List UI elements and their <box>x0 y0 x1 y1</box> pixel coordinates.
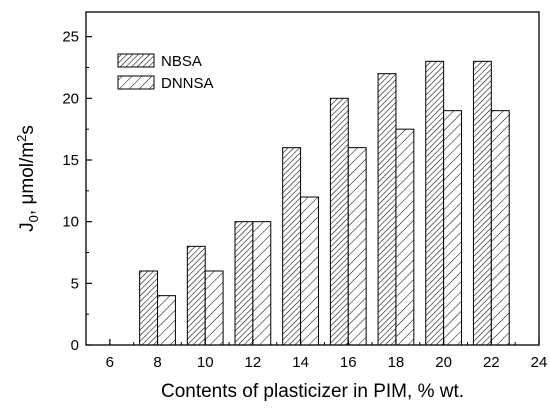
x-tick-label-16: 16 <box>340 354 357 371</box>
bar-nbsa-10 <box>186 245 206 346</box>
legend-swatch-dnnsa <box>117 75 155 90</box>
bar-dnnsa-18 <box>395 128 415 346</box>
bar-nbsa-18 <box>377 73 397 346</box>
x-tick-label-18: 18 <box>388 354 405 371</box>
x-tick-label-22: 22 <box>483 354 500 371</box>
x-tick-label-24: 24 <box>531 354 548 371</box>
x-tick-label-8: 8 <box>153 354 161 371</box>
bar-nbsa-8 <box>139 270 159 346</box>
bar-dnnsa-10 <box>204 270 224 346</box>
y-axis-title-end: s <box>17 125 38 135</box>
bar-nbsa-20 <box>425 60 445 346</box>
plot-frame <box>85 11 540 346</box>
legend-label-dnnsa: DNNSA <box>161 75 214 92</box>
y-tick-label-20: 20 <box>62 90 79 107</box>
bars-group <box>139 60 510 346</box>
bar-nbsa-16 <box>329 97 349 346</box>
x-tick-label-6: 6 <box>106 354 114 371</box>
legend-swatch-nbsa <box>117 53 155 68</box>
y-tick-label-25: 25 <box>62 29 79 46</box>
legend: NBSA DNNSA <box>117 53 214 92</box>
ticks-group: 6 8 10 12 14 16 18 20 22 24 0 5 10 15 20 25 <box>62 29 547 371</box>
bar-dnnsa-22 <box>490 110 510 346</box>
bar-dnnsa-12 <box>252 221 272 346</box>
x-tick-label-10: 10 <box>197 354 214 371</box>
y-axis-title: J0, μmol/m2s <box>14 125 41 232</box>
x-tick-label-12: 12 <box>245 354 262 371</box>
bar-dnnsa-8 <box>157 295 176 346</box>
bar-dnnsa-20 <box>443 110 463 346</box>
y-tick-label-5: 5 <box>71 275 79 292</box>
y-tick-label-15: 15 <box>62 152 79 169</box>
y-tick-label-0: 0 <box>71 337 79 354</box>
legend-label-nbsa: NBSA <box>161 53 202 70</box>
x-tick-label-14: 14 <box>292 354 309 371</box>
y-axis-title-superscript: 2 <box>14 135 29 142</box>
bar-dnnsa-16 <box>347 147 367 346</box>
y-axis-title-main: J <box>17 222 38 232</box>
bar-nbsa-12 <box>234 221 254 346</box>
y-axis-title-subscript: 0 <box>26 215 41 222</box>
bar-dnnsa-14 <box>300 196 319 346</box>
bar-nbsa-22 <box>472 60 492 346</box>
axes-group <box>85 11 540 346</box>
x-tick-label-20: 20 <box>435 354 452 371</box>
y-axis-title-mid: , μmol/m <box>17 142 38 215</box>
x-axis-title: Contents of plasticizer in PIM, % wt. <box>161 381 464 402</box>
bar-nbsa-14 <box>282 147 302 346</box>
y-tick-label-10: 10 <box>62 214 79 231</box>
